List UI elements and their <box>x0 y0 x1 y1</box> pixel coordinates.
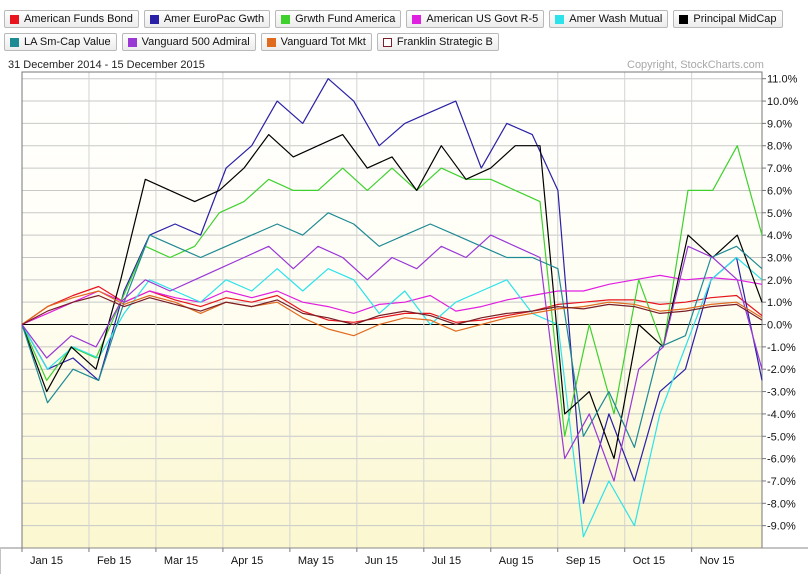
x-tick-label: Apr 15 <box>231 555 263 567</box>
y-tick-label: 6.0% <box>767 185 792 197</box>
legend-swatch <box>382 37 392 47</box>
x-tick-label: May 15 <box>298 555 334 567</box>
legend-item[interactable]: Franklin Strategic B <box>376 33 499 51</box>
plot-background <box>22 72 762 548</box>
y-tick-label: 9.0% <box>767 118 792 130</box>
legend: American Funds Bond Amer EuroPac Gwth Grwt… <box>4 10 783 56</box>
y-tick-label: -1.0% <box>767 342 796 354</box>
legend-label: LA Sm-Cap Value <box>24 36 111 48</box>
legend-swatch <box>412 14 422 24</box>
x-tick-label: Sep 15 <box>566 555 601 567</box>
y-tick-label: 0.0% <box>767 320 792 332</box>
y-tick-label: -7.0% <box>767 476 796 488</box>
series-line <box>21 78 763 504</box>
date-range-label: 31 December 2014 - 15 December 2015 <box>8 59 205 71</box>
y-tick-label: -8.0% <box>767 498 796 510</box>
x-tick-label: Jan 15 <box>30 555 63 567</box>
legend-swatch <box>149 14 159 24</box>
legend-label: American US Govt R-5 <box>426 13 539 25</box>
legend-label: Amer Wash Mutual <box>569 13 663 25</box>
series-line <box>21 234 763 482</box>
series-line <box>21 294 763 326</box>
legend-swatch <box>127 37 137 47</box>
y-tick-label: 4.0% <box>767 230 792 242</box>
y-tick-label: 8.0% <box>767 141 792 153</box>
legend-label: Vanguard Tot Mkt <box>280 36 366 48</box>
legend-item[interactable]: Principal MidCap <box>673 10 783 28</box>
x-tick-label: Feb 15 <box>97 555 131 567</box>
y-tick-label: 7.0% <box>767 163 792 175</box>
legend-label: Grwth Fund America <box>295 13 396 25</box>
legend-label: Amer EuroPac Gwth <box>163 13 265 25</box>
y-tick-label: -6.0% <box>767 454 796 466</box>
y-tick-label: 10.0% <box>767 96 798 108</box>
y-tick-label: 5.0% <box>767 208 792 220</box>
legend-row: American Funds Bond Amer EuroPac Gwth Grwt… <box>4 10 783 28</box>
legend-swatch <box>10 37 19 47</box>
legend-label: Franklin Strategic B <box>396 36 493 48</box>
y-tick-label: -5.0% <box>767 431 796 443</box>
series-line <box>21 256 763 538</box>
x-tick-label: Aug 15 <box>499 555 534 567</box>
x-tick-label: Jul 15 <box>432 555 461 567</box>
legend-item[interactable]: Grwth Fund America <box>275 10 402 28</box>
x-tick-label: Oct 15 <box>633 555 665 567</box>
legend-item[interactable]: Vanguard Tot Mkt <box>260 33 372 51</box>
legend-swatch <box>10 14 19 24</box>
y-tick-label: 1.0% <box>767 297 792 309</box>
x-tick-label: Mar 15 <box>164 555 198 567</box>
legend-item[interactable]: American Funds Bond <box>4 10 139 28</box>
legend-item[interactable]: Vanguard 500 Admiral <box>121 33 256 51</box>
legend-label: Vanguard 500 Admiral <box>141 36 250 48</box>
legend-swatch <box>555 14 565 24</box>
y-tick-label: -2.0% <box>767 364 796 376</box>
copyright-label: Copyright, StockCharts.com <box>627 59 764 71</box>
chart-area: 11.0% 10.0% 9.0% 8.0% 7.0% 6.0% 5.0% 4.0% 3.0% 2.… <box>0 71 808 574</box>
series-line <box>21 274 763 326</box>
series-line <box>21 290 763 337</box>
y-tick-label: -3.0% <box>767 387 796 399</box>
x-tick-label: Nov 15 <box>700 555 735 567</box>
legend-item[interactable]: American US Govt R-5 <box>406 10 545 28</box>
legend-swatch <box>266 37 276 47</box>
legend-item[interactable]: Amer EuroPac Gwth <box>143 10 271 28</box>
legend-label: Principal MidCap <box>693 13 777 25</box>
legend-label: American Funds Bond <box>24 13 133 25</box>
legend-row: LA Sm-Cap Value Vanguard 500 Admiral Vangu… <box>4 33 764 51</box>
legend-item[interactable]: Amer Wash Mutual <box>549 10 669 28</box>
series-line <box>21 212 763 448</box>
y-tick-label: 11.0% <box>767 74 798 86</box>
legend-item[interactable]: LA Sm-Cap Value <box>4 33 117 51</box>
y-tick-label: -4.0% <box>767 409 796 421</box>
series-line <box>21 133 763 460</box>
legend-swatch <box>281 14 291 24</box>
y-tick-label: -9.0% <box>767 521 796 533</box>
y-tick-label: 3.0% <box>767 252 792 264</box>
x-tick-label: Jun 15 <box>365 555 398 567</box>
y-tick-label: 2.0% <box>767 275 792 287</box>
legend-swatch <box>679 14 689 24</box>
